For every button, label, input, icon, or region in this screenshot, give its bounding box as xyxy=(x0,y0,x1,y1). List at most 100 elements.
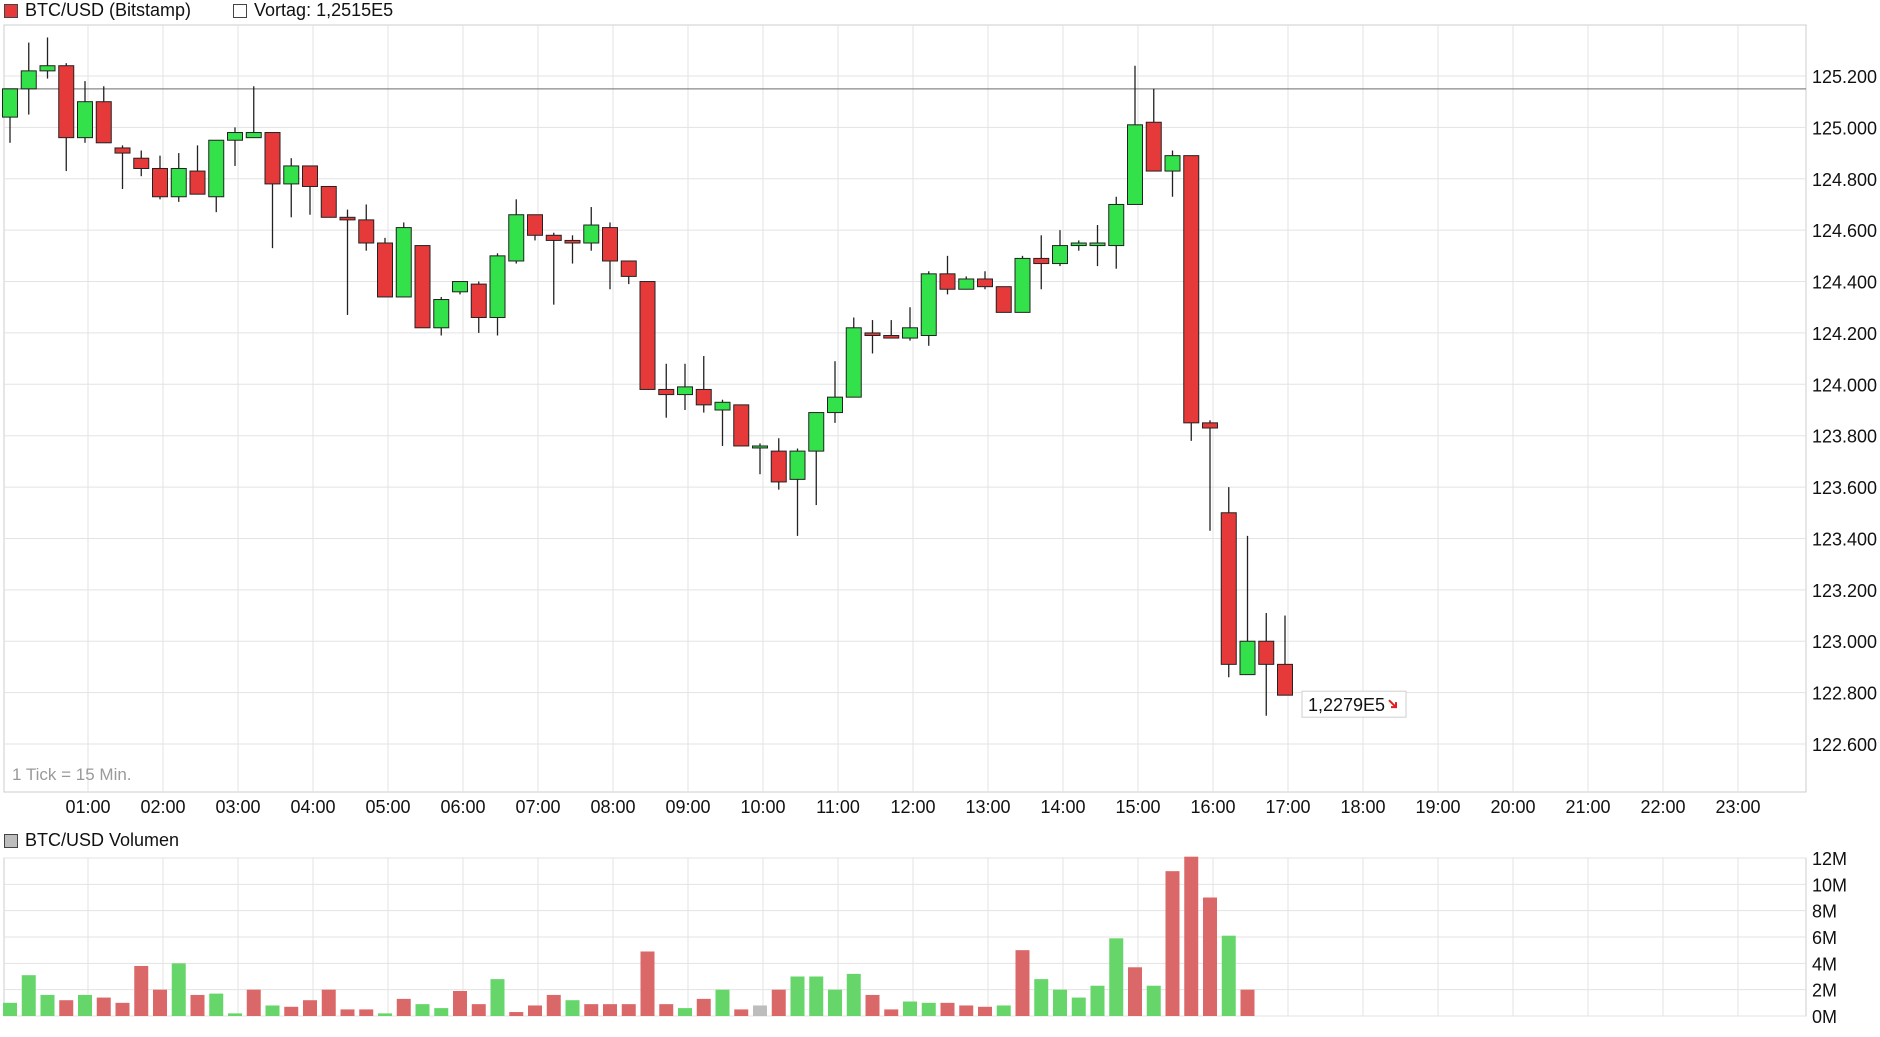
time-tick-label: 04:00 xyxy=(290,797,335,817)
volume-bar xyxy=(3,1002,17,1016)
volume-bar xyxy=(40,994,55,1016)
volume-bar xyxy=(78,994,92,1016)
candle-body xyxy=(208,139,225,198)
candle-body xyxy=(320,185,337,218)
volume-bar xyxy=(584,1004,599,1016)
volume-bar xyxy=(565,1000,580,1016)
candle-body xyxy=(620,260,637,277)
price-legend-label: BTC/USD (Bitstamp) xyxy=(25,0,192,20)
candle-body xyxy=(677,386,693,396)
candle-body xyxy=(883,334,900,339)
volume-bar xyxy=(378,1013,392,1016)
candle-body xyxy=(808,412,825,452)
volume-bar xyxy=(1015,950,1030,1016)
volume-bar xyxy=(771,989,786,1016)
candle-body xyxy=(658,388,675,396)
volume-bar xyxy=(1146,985,1161,1016)
volume-bar xyxy=(528,1005,542,1016)
candle-body xyxy=(902,327,918,339)
volume-bar xyxy=(846,973,861,1016)
candle-body xyxy=(302,165,318,187)
candle-body xyxy=(95,101,112,144)
price-tick-label: 124.400 xyxy=(1812,273,1877,293)
prev-close-swatch xyxy=(233,3,248,18)
volume-bar xyxy=(1071,997,1086,1016)
candle-body xyxy=(1277,663,1293,696)
volume-tick-label: 10M xyxy=(1812,875,1847,895)
volume-bar xyxy=(1053,989,1067,1016)
candle-body xyxy=(714,401,731,411)
candlestick-series[interactable] xyxy=(2,37,1293,716)
volume-bar xyxy=(246,989,261,1016)
volume-legend: BTC/USD Volumen xyxy=(4,830,179,851)
candle-body xyxy=(114,147,131,154)
time-tick-label: 20:00 xyxy=(1490,797,1535,817)
time-tick-label: 01:00 xyxy=(65,797,110,817)
volume-bar xyxy=(1109,938,1124,1016)
price-legend-swatch xyxy=(4,3,18,18)
candle-body xyxy=(489,255,506,319)
volume-bar xyxy=(603,1004,617,1016)
candle-body xyxy=(1239,640,1256,676)
time-tick-label: 05:00 xyxy=(365,797,410,817)
candle-body xyxy=(1089,242,1106,247)
volume-bar xyxy=(940,1002,955,1016)
volume-bar xyxy=(1165,871,1180,1016)
candle-body xyxy=(152,167,168,198)
time-tick-label: 08:00 xyxy=(590,797,635,817)
candle-body xyxy=(20,70,37,90)
volume-bar xyxy=(678,1008,692,1016)
candle-body xyxy=(545,234,562,241)
prev-close-label: Vortag: 1,2515E5 xyxy=(254,0,394,20)
time-tick-label: 17:00 xyxy=(1265,797,1310,817)
candle-body xyxy=(2,88,18,118)
volume-bar xyxy=(809,976,824,1016)
time-tick-label: 18:00 xyxy=(1340,797,1385,817)
volume-tick-label: 4M xyxy=(1812,954,1837,974)
volume-bar xyxy=(434,1008,449,1016)
volume-bar xyxy=(1221,935,1236,1016)
volume-bar xyxy=(903,1001,917,1016)
volume-bar xyxy=(1090,985,1105,1016)
candle-body xyxy=(133,157,150,169)
time-tick-label: 12:00 xyxy=(890,797,935,817)
volume-bar xyxy=(190,994,205,1016)
volume-bar xyxy=(284,1006,299,1016)
candle-body xyxy=(1202,422,1218,429)
volume-series[interactable] xyxy=(3,856,1255,1016)
volume-bar xyxy=(453,990,467,1016)
candle-body xyxy=(1052,245,1068,265)
candle-body xyxy=(433,299,450,329)
volume-bar xyxy=(546,994,561,1016)
volume-bar xyxy=(959,1005,974,1016)
time-tick-label: 07:00 xyxy=(515,797,560,817)
candle-body xyxy=(583,224,600,244)
time-tick-label: 13:00 xyxy=(965,797,1010,817)
candle-body xyxy=(77,101,93,139)
candle-body xyxy=(845,327,862,398)
volume-bar xyxy=(59,1000,74,1016)
volume-bar xyxy=(134,965,149,1016)
candle-body xyxy=(58,65,75,139)
candle-body xyxy=(1258,640,1275,665)
volume-bar xyxy=(471,1004,486,1016)
volume-bar xyxy=(1184,856,1199,1016)
candle-body xyxy=(1070,242,1087,247)
last-value-label: 1,2279E5 xyxy=(1308,695,1385,715)
volume-bar xyxy=(640,951,655,1016)
tick-interval-note: 1 Tick = 15 Min. xyxy=(12,765,132,784)
down-arrow-icon xyxy=(1388,699,1397,709)
volume-bar xyxy=(790,976,805,1016)
volume-bar xyxy=(340,1009,355,1016)
candle-body xyxy=(245,132,262,139)
price-tick-label: 123.200 xyxy=(1812,581,1877,601)
volume-bar xyxy=(265,1005,280,1016)
volume-bar xyxy=(359,1009,374,1016)
volume-y-axis: 0M 2M 4M 6M 8M 10M 12M xyxy=(1812,849,1847,1027)
candle-body xyxy=(789,450,806,480)
time-tick-label: 10:00 xyxy=(740,797,785,817)
candle-body xyxy=(414,245,431,329)
volume-legend-label: BTC/USD Volumen xyxy=(25,830,180,850)
volume-bar xyxy=(1240,989,1255,1016)
